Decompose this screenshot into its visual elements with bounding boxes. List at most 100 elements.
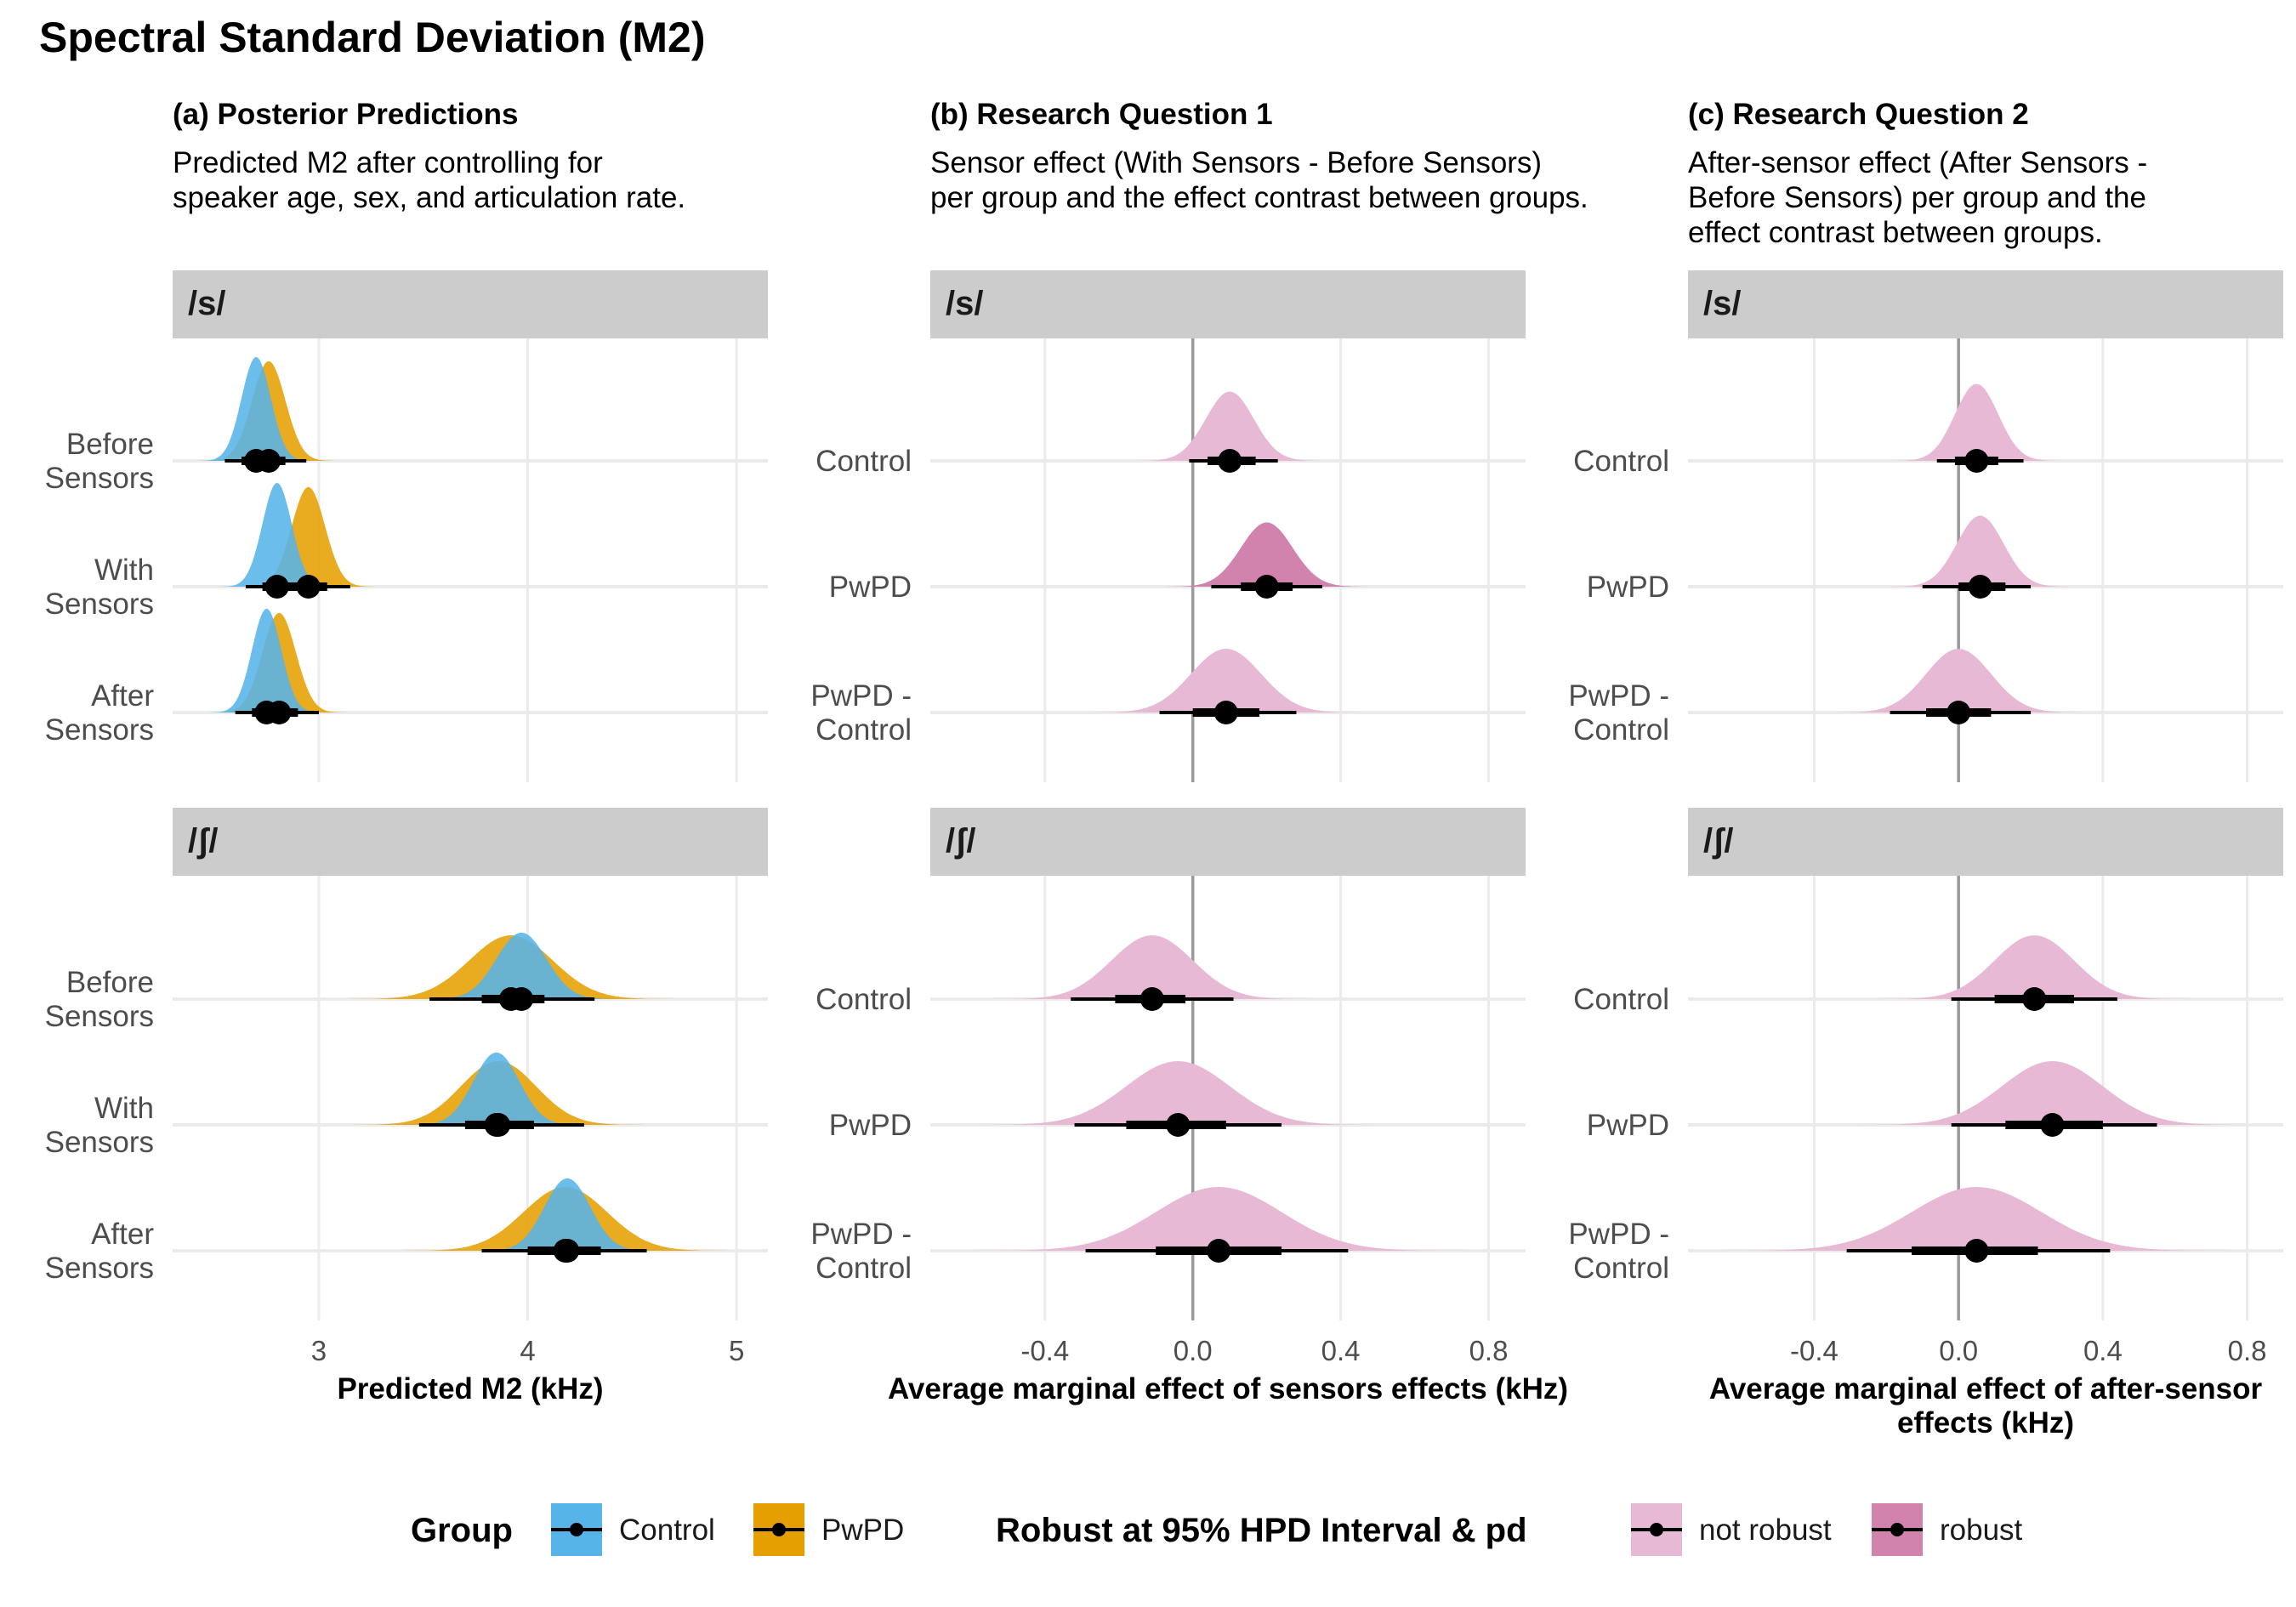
row-label: With Sensors xyxy=(45,1092,154,1159)
row-label-line: PwPD - xyxy=(810,1218,912,1251)
row-label: Before Sensors xyxy=(45,966,154,1033)
point-estimate xyxy=(1964,449,1989,473)
row-label: Control xyxy=(816,983,912,1016)
point-estimate xyxy=(1218,449,1242,473)
density-area xyxy=(242,486,376,587)
row-label-line: Control xyxy=(1573,713,1669,747)
point-estimate xyxy=(1213,701,1238,724)
row-label-line: Sensors xyxy=(45,462,154,495)
panel-c: (c) Research Question 2 After-sensor effe… xyxy=(1568,98,2283,1439)
density-area xyxy=(1850,1061,2255,1125)
density-area xyxy=(1162,522,1371,587)
row-label-line: Sensors xyxy=(45,1126,154,1159)
point-estimate xyxy=(1139,987,1164,1011)
panel-description-line: After-sensor effect (After Sensors - xyxy=(1688,146,2147,179)
x-tick-label: 0.8 xyxy=(1469,1335,1509,1366)
facet-strip-label: /ʃ/ xyxy=(188,822,219,860)
density-area xyxy=(1716,1187,2236,1251)
legend-robust-label: robust xyxy=(1940,1513,2023,1547)
row-label-line: Sensors xyxy=(45,713,154,747)
row-label-line: PwPD xyxy=(829,1109,912,1142)
row-label-line: PwPD - xyxy=(810,679,912,713)
row-label: PwPD -Control xyxy=(810,679,912,747)
point-estimate xyxy=(2022,987,2047,1011)
density-area xyxy=(1085,649,1367,713)
legend-control-label: Control xyxy=(619,1513,715,1547)
row-label-line: Control xyxy=(1573,1252,1669,1285)
row-label-line: Control xyxy=(1573,445,1669,478)
panel-description-line: Predicted M2 after controlling for xyxy=(173,146,603,179)
row-label: PwPD xyxy=(829,1109,912,1142)
row-label: PwPD -Control xyxy=(1568,1218,1669,1285)
point-estimate xyxy=(1946,701,1971,724)
legend-pwpd-key-point xyxy=(772,1523,786,1536)
x-tick-label: 0.4 xyxy=(2083,1335,2123,1366)
legend-control-key-point xyxy=(570,1523,583,1536)
x-axis-label: Average marginal effect of after-sensor xyxy=(1709,1372,2263,1405)
facet-strip-label: /s/ xyxy=(946,285,983,322)
row-label-line: Control xyxy=(1573,983,1669,1016)
density-area xyxy=(1828,649,2089,713)
row-label-line: After xyxy=(91,1218,154,1251)
row-label-line: With xyxy=(94,554,154,587)
row-label-line: Control xyxy=(816,1252,912,1285)
panel-heading: (b) Research Question 1 xyxy=(930,98,1273,131)
row-label-line: PwPD - xyxy=(1568,679,1669,713)
x-axis-label: Predicted M2 (kHz) xyxy=(337,1372,603,1405)
panel-description-line: effect contrast between groups. xyxy=(1688,216,2103,249)
row-label: Control xyxy=(1573,445,1669,478)
density-area xyxy=(967,1187,1470,1251)
density-area xyxy=(219,482,336,587)
x-tick-label: 5 xyxy=(729,1335,744,1366)
facet-strip xyxy=(1688,808,2283,876)
legend-not-robust-label: not robust xyxy=(1699,1513,1832,1547)
x-tick-label: 3 xyxy=(311,1335,327,1366)
density-area xyxy=(989,935,1316,999)
row-label: PwPD xyxy=(829,571,912,604)
row-label-line: PwPD - xyxy=(1568,1218,1669,1251)
facet-strip-label: /ʃ/ xyxy=(1703,822,1734,860)
density-area xyxy=(970,1061,1385,1125)
row-label: After Sensors xyxy=(45,1218,155,1285)
density-area xyxy=(404,1052,588,1125)
legend-robust-key-point xyxy=(1890,1523,1904,1536)
x-tick-label: -0.4 xyxy=(1790,1335,1839,1366)
density-area xyxy=(475,1178,660,1251)
density-area xyxy=(421,932,622,999)
x-tick-label: 4 xyxy=(520,1335,535,1366)
row-label-line: Sensors xyxy=(45,1252,154,1285)
facet-strip xyxy=(930,270,1526,338)
row-label-line: Control xyxy=(816,983,912,1016)
row-label: After Sensors xyxy=(45,679,155,747)
row-label-line: Before xyxy=(66,966,154,999)
point-estimate xyxy=(244,449,269,473)
row-label: With Sensors xyxy=(45,554,154,621)
legend-not-robust-key-point xyxy=(1650,1523,1663,1536)
row-label-line: Control xyxy=(816,445,912,478)
row-label: Control xyxy=(816,445,912,478)
x-tick-label: 0.8 xyxy=(2228,1335,2267,1366)
density-area xyxy=(1890,383,2064,461)
row-label: PwPD xyxy=(1587,571,1669,604)
point-estimate xyxy=(2040,1113,2065,1137)
point-estimate xyxy=(254,701,279,724)
density-area xyxy=(207,608,326,713)
row-label: PwPD -Control xyxy=(1568,679,1669,747)
x-tick-label: 0.4 xyxy=(1321,1335,1361,1366)
row-label-line: Control xyxy=(816,713,912,747)
point-estimate xyxy=(484,1113,509,1137)
density-area xyxy=(1134,391,1327,461)
facet-strip-label: /ʃ/ xyxy=(946,822,976,860)
facet-strip xyxy=(173,808,768,876)
row-label-line: Sensors xyxy=(45,1000,154,1033)
panel-b: (b) Research Question 1 Sensor effect (Wi… xyxy=(810,98,1588,1405)
facet-strip xyxy=(173,270,768,338)
x-axis-label: Average marginal effect of sensors effec… xyxy=(888,1372,1568,1405)
density-area xyxy=(1875,935,2193,999)
panel-description-line: Sensor effect (With Sensors - Before Sen… xyxy=(930,146,1542,179)
facet-strip xyxy=(930,808,1526,876)
row-label-line: After xyxy=(91,679,154,713)
